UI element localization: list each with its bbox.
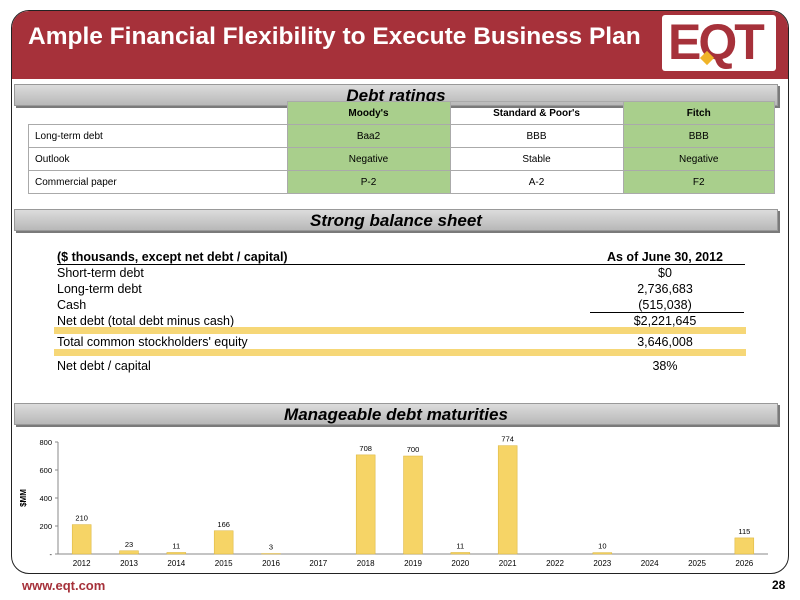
equity-row-wrap: Total common stockholders' equity 3,646,… — [57, 334, 745, 350]
row-label: Total common stockholders' equity — [57, 335, 248, 349]
bar — [403, 455, 423, 555]
cell-value: BBB — [622, 124, 775, 148]
row-value: 3,646,008 — [637, 335, 693, 349]
highlight-band — [54, 349, 746, 356]
row-value: (515,038) — [638, 298, 692, 312]
x-tick-label: 2019 — [404, 559, 422, 568]
balance-header-label: ($ thousands, except net debt / capital) — [57, 250, 288, 264]
data-label: 166 — [217, 520, 230, 529]
bar — [213, 530, 234, 555]
x-tick-label: 2016 — [262, 559, 280, 568]
data-label: 700 — [407, 445, 420, 454]
x-tick-label: 2014 — [167, 559, 185, 568]
row-label: Outlook — [28, 147, 288, 171]
cell-value: Negative — [622, 147, 775, 171]
x-tick-label: 2021 — [499, 559, 517, 568]
cell-value: F2 — [622, 170, 775, 194]
table-row: Net debt (total debt minus cash) $2,221,… — [57, 313, 745, 329]
data-label: 708 — [359, 444, 372, 453]
data-label: 23 — [125, 540, 133, 549]
table-row: Commercial paper P-2 A-2 F2 — [28, 170, 775, 194]
x-tick-label: 2015 — [215, 559, 233, 568]
y-tick-label: - — [50, 550, 53, 559]
data-label: 10 — [598, 542, 606, 551]
cell-value: Baa2 — [286, 124, 451, 148]
ratings-col-fitch: Fitch — [622, 101, 775, 125]
bar — [355, 454, 376, 555]
cell-value: BBB — [449, 124, 624, 148]
x-tick-label: 2018 — [357, 559, 375, 568]
ratings-header-row: Moody's Standard & Poor's Fitch — [28, 101, 775, 125]
row-label: Long-term debt — [57, 282, 142, 296]
row-label: Short-term debt — [57, 266, 144, 280]
x-tick-label: 2022 — [546, 559, 564, 568]
bar — [592, 552, 613, 555]
table-row: Cash (515,038) — [57, 297, 745, 313]
logo-text: EQT — [668, 14, 765, 70]
highlight-band — [54, 327, 746, 334]
y-tick-label: 200 — [39, 522, 52, 531]
x-tick-label: 2013 — [120, 559, 138, 568]
table-row: Outlook Negative Stable Negative — [28, 147, 775, 171]
bar — [734, 537, 755, 555]
balance-header-row: ($ thousands, except net debt / capital)… — [57, 249, 745, 265]
row-value: $0 — [658, 266, 672, 280]
data-label: 774 — [501, 435, 514, 444]
cell-value: Stable — [449, 147, 624, 171]
y-tick-label: 600 — [39, 466, 52, 475]
y-tick-label: 400 — [39, 494, 52, 503]
y-tick-label: 800 — [39, 438, 52, 447]
x-tick-label: 2012 — [73, 559, 91, 568]
row-label: Net debt / capital — [57, 359, 151, 373]
bar — [450, 552, 471, 555]
data-label: 210 — [75, 514, 88, 523]
maturities-heading: Manageable debt maturities — [14, 403, 778, 425]
table-row: Short-term debt $0 — [57, 265, 745, 281]
row-label: Net debt (total debt minus cash) — [57, 314, 235, 328]
data-label: 3 — [269, 543, 273, 552]
ratings-col-moodys: Moody's — [286, 101, 451, 125]
cell-value: P-2 — [286, 170, 451, 194]
x-tick-label: 2023 — [593, 559, 611, 568]
y-axis-label: $MM — [19, 489, 28, 507]
data-label: 11 — [172, 541, 180, 550]
row-value: 38% — [652, 359, 678, 373]
subtotal-rule — [590, 312, 744, 313]
row-label: Long-term debt — [28, 124, 288, 148]
data-label: 11 — [456, 541, 464, 550]
balance-header-date: As of June 30, 2012 — [606, 250, 724, 264]
x-tick-label: 2024 — [641, 559, 659, 568]
x-tick-label: 2017 — [309, 559, 327, 568]
balance-sheet-table: ($ thousands, except net debt / capital)… — [57, 249, 745, 329]
debt-ratings-table: Moody's Standard & Poor's Fitch Long-ter… — [28, 101, 775, 194]
ratings-corner-cell — [28, 101, 288, 125]
ratio-row-wrap: Net debt / capital 38% — [57, 358, 745, 374]
row-label: Commercial paper — [28, 170, 288, 194]
bar — [166, 552, 187, 555]
table-row: Total common stockholders' equity 3,646,… — [57, 334, 745, 350]
x-tick-label: 2026 — [735, 559, 753, 568]
row-label: Cash — [57, 298, 87, 312]
balance-sheet-heading: Strong balance sheet — [14, 209, 778, 231]
table-row: Net debt / capital 38% — [57, 358, 745, 374]
slide-header: Ample Financial Flexibility to Execute B… — [12, 11, 788, 79]
table-row: Long-term debt 2,736,683 — [57, 281, 745, 297]
eqt-logo: EQT — [662, 14, 776, 71]
bar — [497, 445, 518, 555]
table-row: Long-term debt Baa2 BBB BBB — [28, 124, 775, 148]
x-tick-label: 2025 — [688, 559, 706, 568]
slide-title: Ample Financial Flexibility to Execute B… — [28, 23, 641, 50]
page-number: 28 — [772, 578, 786, 592]
data-label: 115 — [738, 527, 750, 536]
cell-value: Negative — [286, 147, 451, 171]
row-value: 2,736,683 — [637, 282, 693, 296]
cell-value: A-2 — [449, 170, 624, 194]
footer-url[interactable]: www.eqt.com — [22, 578, 106, 593]
debt-maturities-chart: - 200 400 600 800 $MM 210 2012 23 2013 11 2014 166 20… — [19, 435, 768, 568]
x-tick-label: 2020 — [451, 559, 469, 568]
bar — [119, 550, 139, 555]
row-value: $2,221,645 — [633, 314, 697, 328]
bar — [71, 524, 92, 555]
ratings-col-sp: Standard & Poor's — [449, 101, 624, 125]
